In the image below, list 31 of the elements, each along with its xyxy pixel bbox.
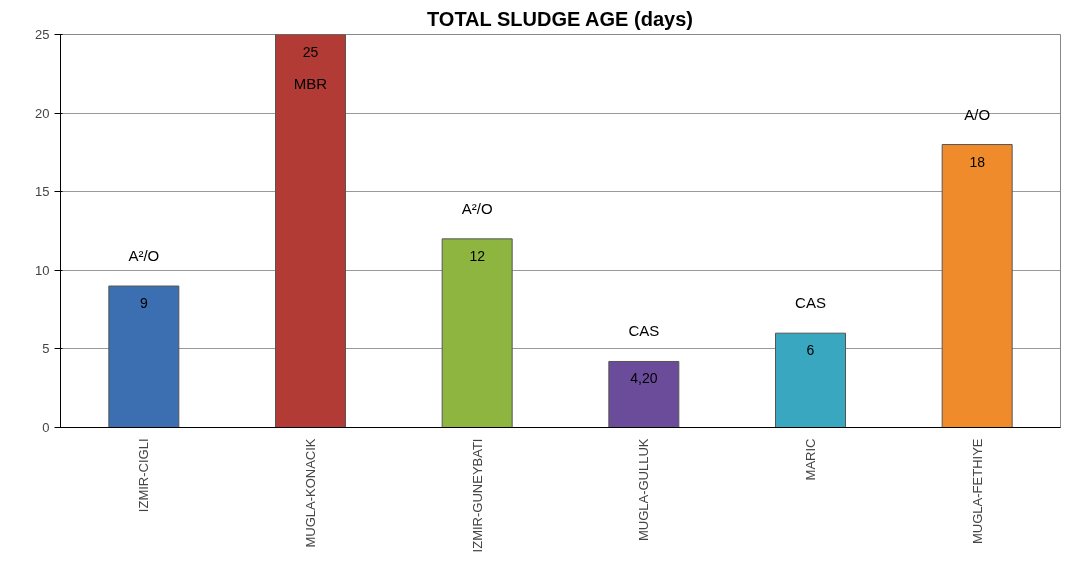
bar bbox=[941, 144, 1013, 428]
y-tick-label: 25 bbox=[35, 27, 50, 42]
y-tick-label: 10 bbox=[35, 262, 50, 278]
x-tick-label: MUGLA-FETHIYE bbox=[969, 438, 985, 544]
annotation: CAS bbox=[628, 322, 660, 340]
y-tick-label: 0 bbox=[42, 420, 50, 435]
bar bbox=[108, 285, 180, 428]
y-tick-label: 20 bbox=[35, 105, 50, 121]
bar bbox=[441, 238, 513, 428]
data-label: 18 bbox=[969, 153, 986, 170]
data-label: 4,20 bbox=[630, 370, 658, 387]
annotation: A/O bbox=[964, 105, 991, 123]
chart-title: TOTAL SLUDGE AGE (days) bbox=[426, 7, 693, 30]
data-label: 25 bbox=[302, 43, 319, 60]
x-tick-label: MARIC bbox=[803, 438, 818, 481]
y-tick-label: 5 bbox=[42, 341, 50, 357]
x-tick-label: IZMIR-GUNEYBATI bbox=[469, 438, 485, 553]
y-tick-label: 15 bbox=[35, 184, 50, 200]
bar bbox=[275, 34, 346, 428]
bar bbox=[608, 360, 680, 428]
annotation: MBR bbox=[293, 74, 328, 92]
x-tick-label: MUGLA-KONACIK bbox=[303, 438, 318, 548]
annotation: CAS bbox=[795, 294, 826, 312]
x-tick-label: IZMIR-CIGLI bbox=[136, 438, 152, 513]
data-label: 12 bbox=[469, 247, 486, 264]
annotation: A²/O bbox=[461, 199, 493, 217]
data-label: 9 bbox=[139, 295, 148, 312]
annotation: A²/O bbox=[128, 247, 160, 265]
x-tick-label: MUGLA-GULLUK bbox=[636, 438, 652, 542]
data-label: 6 bbox=[806, 342, 815, 359]
bar bbox=[775, 332, 846, 428]
